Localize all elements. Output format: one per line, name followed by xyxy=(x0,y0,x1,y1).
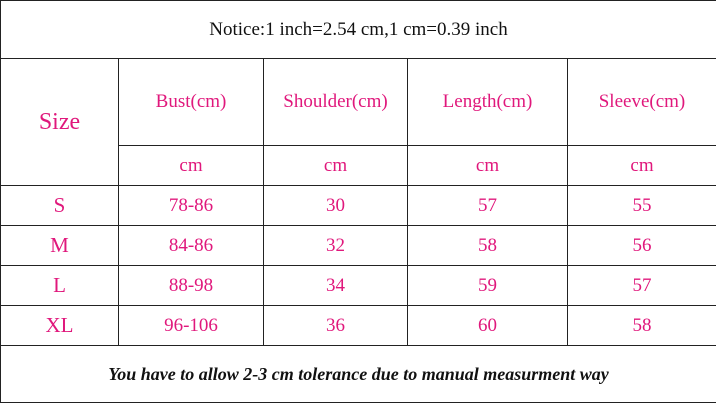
value-cell: 78-86 xyxy=(118,185,264,226)
unit-cell: cm xyxy=(263,145,408,186)
size-cell: M xyxy=(0,225,119,266)
value-cell: 84-86 xyxy=(118,225,264,266)
header-cell: Length(cm) xyxy=(407,58,568,146)
value-cell: 57 xyxy=(407,185,568,226)
size-cell: L xyxy=(0,265,119,306)
size-cell: S xyxy=(0,185,119,226)
size-row: S 78-86 30 57 55 xyxy=(0,185,716,226)
value-cell: 88-98 xyxy=(118,265,264,306)
value-cell: 60 xyxy=(407,305,568,346)
footer: You have to allow 2-3 cm tolerance due t… xyxy=(0,345,716,403)
size-row: M 84-86 32 58 56 xyxy=(0,225,716,266)
value-cell: 58 xyxy=(407,225,568,266)
value-cell: 58 xyxy=(567,305,716,346)
unit-cell: cm xyxy=(567,145,716,186)
size-row: XL 96-106 36 60 58 xyxy=(0,305,716,346)
value-cell: 57 xyxy=(567,265,716,306)
value-cell: 96-106 xyxy=(118,305,264,346)
value-cell: 32 xyxy=(263,225,408,266)
size-cell: XL xyxy=(0,305,119,346)
value-cell: 30 xyxy=(263,185,408,226)
value-cell: 34 xyxy=(263,265,408,306)
notice: Notice:1 inch=2.54 cm,1 cm=0.39 inch xyxy=(0,0,716,59)
header-cell: Sleeve(cm) xyxy=(567,58,716,146)
value-cell: 55 xyxy=(567,185,716,226)
header-cell: Bust(cm) xyxy=(118,58,264,146)
header-cell: Shoulder(cm) xyxy=(263,58,408,146)
header-cell: Size xyxy=(0,58,119,186)
value-cell: 56 xyxy=(567,225,716,266)
rows: S 78-86 30 57 55 M 84-86 32 58 56 L 88-98 34 59 57 XL 96… xyxy=(0,185,716,346)
value-cell: 59 xyxy=(407,265,568,306)
value-cell: 36 xyxy=(263,305,408,346)
unit-cell: cm xyxy=(118,145,264,186)
size-row: L 88-98 34 59 57 xyxy=(0,265,716,306)
unit-cell: cm xyxy=(407,145,568,186)
